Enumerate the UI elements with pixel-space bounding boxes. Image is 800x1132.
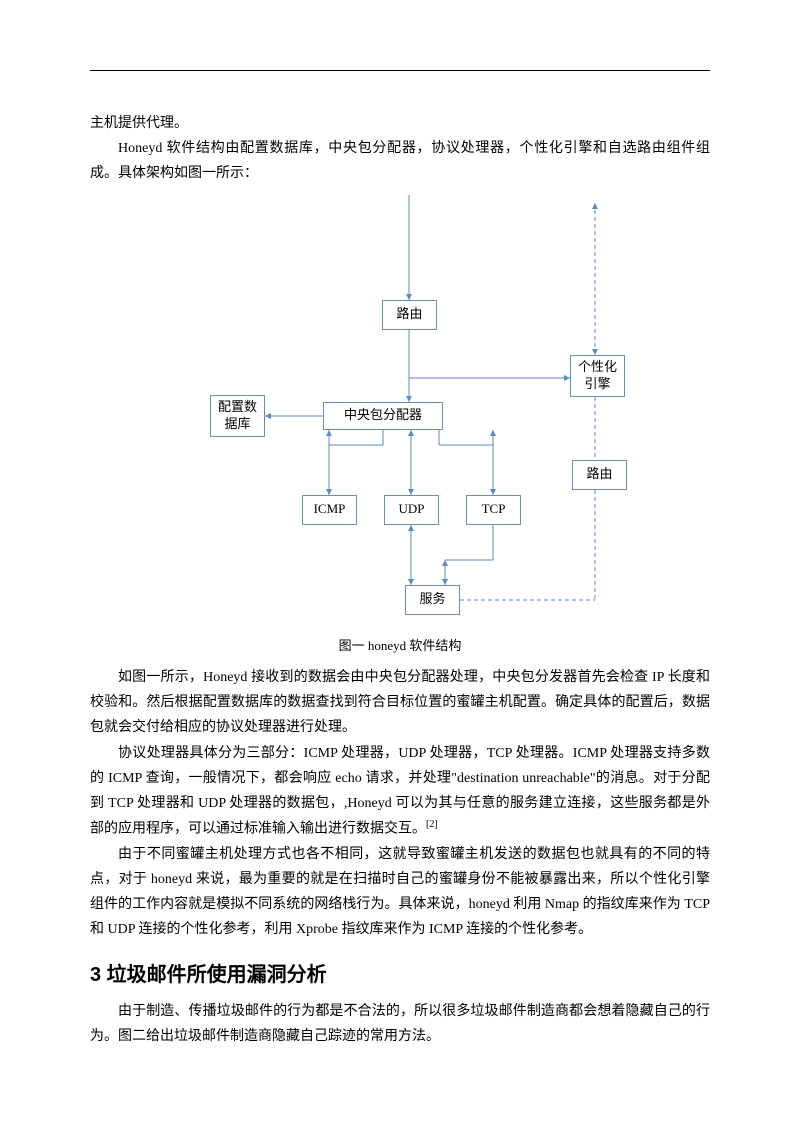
node-dispatcher: 中央包分配器: [323, 402, 443, 430]
diagram-caption: 图一 honeyd 软件结构: [90, 634, 710, 657]
section3-p1: 由于制造、传播垃圾邮件的行为都是不合法的，所以很多垃圾邮件制造商都会想着隐藏自己…: [90, 999, 710, 1049]
node-route_right: 路由: [572, 460, 627, 490]
node-engine: 个性化引擎: [570, 355, 625, 397]
node-configdb: 配置数据库: [210, 395, 265, 437]
section3-title: 3 垃圾邮件所使用漏洞分析: [90, 957, 710, 993]
body-p3: 由于不同蜜罐主机处理方式也各不相同，这就导致蜜罐主机发送的数据包也就具有的不同的…: [90, 842, 710, 943]
node-udp: UDP: [384, 495, 439, 525]
body-p2: 协议处理器具体分为三部分：ICMP 处理器，UDP 处理器，TCP 处理器。IC…: [90, 741, 710, 842]
node-tcp: TCP: [466, 495, 521, 525]
body-p2-text: 协议处理器具体分为三部分：ICMP 处理器，UDP 处理器，TCP 处理器。IC…: [90, 746, 710, 837]
honeyd-architecture-diagram: 路由个性化引擎配置数据库中央包分配器路由ICMPUDPTCP服务: [150, 195, 650, 630]
node-icmp: ICMP: [302, 495, 357, 525]
node-route_top: 路由: [382, 300, 437, 330]
node-service: 服务: [405, 585, 460, 615]
intro-line2: Honeyd 软件结构由配置数据库，中央包分配器，协议处理器，个性化引擎和自选路…: [90, 136, 710, 186]
header-rule: [90, 70, 710, 71]
intro-line1: 主机提供代理。: [90, 111, 710, 136]
body-p1: 如图一所示，Honeyd 接收到的数据会由中央包分配器处理，中央包分发器首先会检…: [90, 665, 710, 741]
body-p2-ref: [2]: [426, 819, 438, 830]
diagram-container: 路由个性化引擎配置数据库中央包分配器路由ICMPUDPTCP服务: [90, 195, 710, 630]
